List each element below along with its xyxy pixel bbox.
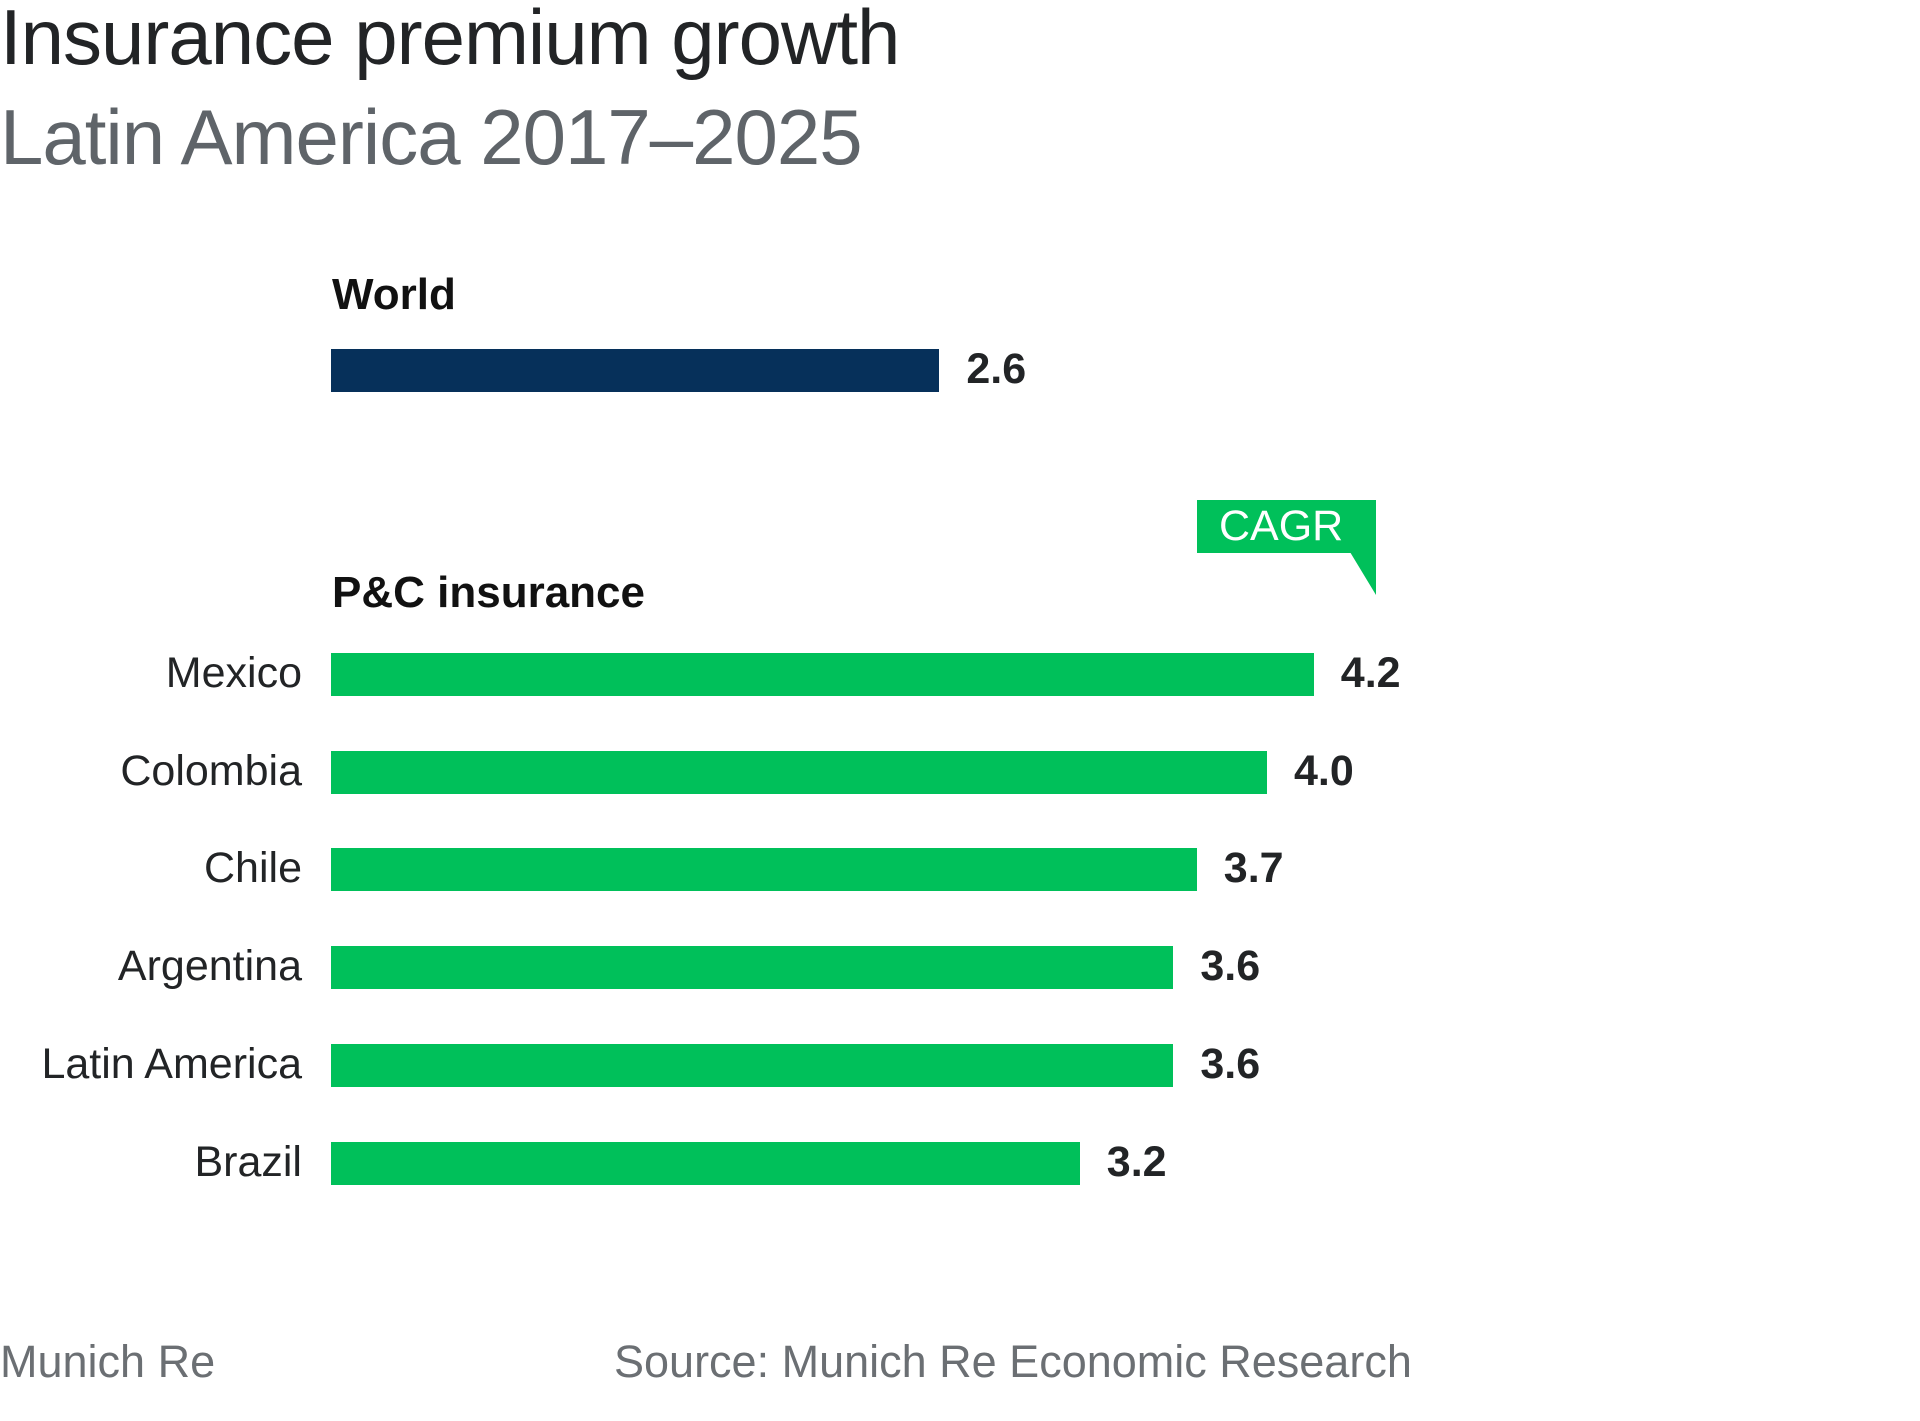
category-label-chile: Chile: [204, 844, 302, 893]
bar-world: [331, 349, 940, 392]
bar-latin-america: [331, 1043, 1174, 1087]
chart-title: Insurance premium growth: [0, 0, 900, 81]
cagr-callout-pointer: [1350, 552, 1376, 595]
category-label-colombia: Colombia: [120, 746, 302, 795]
category-label-brazil: Brazil: [194, 1137, 302, 1186]
value-label-colombia: 4.0: [1294, 746, 1354, 795]
value-label-latin-america: 3.6: [1200, 1039, 1261, 1088]
value-label-mexico: 4.2: [1340, 649, 1401, 697]
group-label-pc-insurance: P&C insurance: [332, 568, 645, 617]
category-label-latin-america: Latin America: [41, 1039, 302, 1088]
cagr-label: CAGR: [1219, 502, 1344, 550]
bar-colombia: [331, 750, 1267, 794]
value-label-world: 2.6: [966, 345, 1027, 393]
category-label-mexico: Mexico: [165, 649, 302, 697]
value-label-argentina: 3.6: [1200, 942, 1261, 991]
value-label-chile: 3.7: [1223, 844, 1284, 893]
value-label-brazil: 3.2: [1106, 1137, 1167, 1186]
bar-mexico: [331, 653, 1314, 696]
bar-chile: [331, 848, 1197, 892]
footer-brand: Munich Re: [0, 1336, 216, 1387]
cagr-callout: CAGR: [1197, 500, 1376, 553]
footer-source: Source: Munich Re Economic Research: [614, 1336, 1412, 1387]
group-label-world: World: [332, 270, 456, 319]
category-label-argentina: Argentina: [117, 942, 302, 991]
chart-subtitle: Latin America 2017–2025: [0, 93, 863, 181]
bar-argentina: [331, 946, 1174, 990]
bar-brazil: [331, 1141, 1080, 1185]
